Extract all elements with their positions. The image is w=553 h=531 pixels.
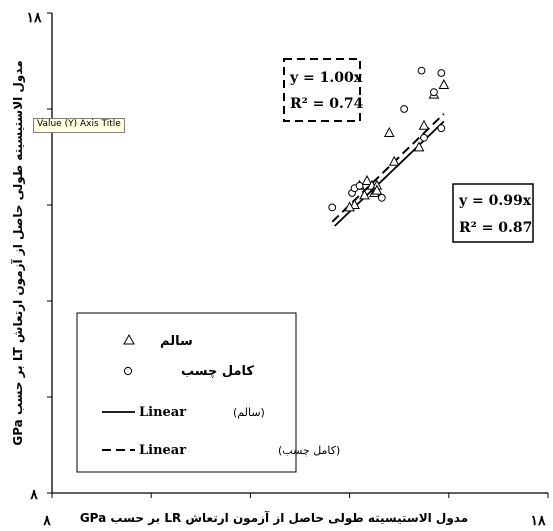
data-point-kamel-chasb	[355, 181, 364, 190]
r2-salem: R² = 0.87	[459, 220, 532, 236]
plot-area	[328, 66, 450, 212]
data-point-kamel-chasb	[437, 69, 446, 77]
equation-salem: y = 0.99x	[458, 193, 532, 209]
legend-triangle-marker	[123, 333, 135, 345]
equation-box-kamel-chasb	[283, 58, 361, 122]
data-point-salem	[349, 198, 360, 209]
equation-box-salem	[452, 183, 534, 243]
r2-kamel-chasb: R² = 0.74	[290, 96, 364, 112]
data-point-salem	[383, 126, 395, 137]
data-point-kamel-chasb	[400, 105, 409, 113]
legend-label-salem: سالم	[160, 334, 193, 349]
data-point-salem	[413, 141, 425, 152]
data-point-salem	[344, 201, 355, 212]
data-point-kamel-chasb	[430, 88, 438, 97]
data-point-salem	[388, 155, 400, 166]
legend-paren-kamel-chasb: (کامل چسب)	[278, 444, 340, 457]
legend-paren-salem: (سالم)	[233, 406, 265, 419]
data-point-salem	[359, 189, 370, 200]
y-tick-label-max: ۱۸	[26, 10, 42, 26]
legend-circle-marker	[123, 366, 133, 376]
data-point-kamel-chasb	[377, 193, 386, 202]
legend-label-linear-2: Linear	[139, 443, 186, 458]
x-axis-title: مدول الاستیسیته طولی حاصل از آزمون ارتعا…	[80, 510, 468, 526]
y-tick-label-min: ۸	[29, 487, 38, 503]
x-tick-label-min: ۸	[42, 513, 51, 529]
legend-label-linear-1: Linear	[139, 405, 186, 420]
y-axis-title: مدول الاستیسیته طولی حاصل از آزمون ارتعا…	[10, 60, 26, 445]
data-point-kamel-chasb	[420, 133, 428, 142]
legend-label-kamel-chasb: کامل چسب	[181, 364, 254, 379]
data-point-salem	[371, 184, 383, 195]
data-point-salem	[361, 174, 373, 185]
data-point-kamel-chasb	[437, 124, 446, 133]
x-axis-ticks	[51, 493, 549, 498]
legend: سالم کامل چسب Linear (سالم) Linear (کامل…	[76, 312, 340, 473]
x-tick-label-max: ۱۸	[530, 513, 546, 529]
data-point-salem	[438, 78, 450, 89]
data-point-salem	[418, 119, 430, 130]
axis-title-tooltip: Value (Y) Axis Title	[33, 118, 125, 133]
equation-kamel-chasb: y = 1.00x	[289, 70, 363, 86]
y-axis-ticks	[47, 12, 52, 494]
data-point-kamel-chasb	[328, 203, 337, 212]
trendline-kamel-chasb	[331, 113, 445, 223]
data-point-kamel-chasb	[417, 66, 426, 75]
